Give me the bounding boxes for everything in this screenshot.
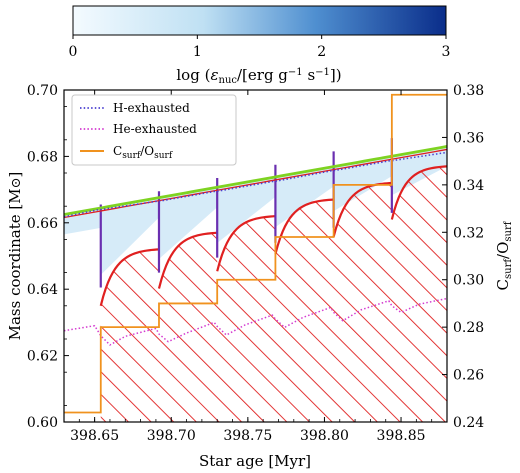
colorbar: 0 1 2 3 log (εnuc/[erg g−1 s−1]) bbox=[69, 5, 451, 86]
envelope-convective-edge bbox=[64, 148, 447, 219]
x-tick-label: 398.75 bbox=[223, 428, 272, 444]
legend-label-he-exhausted: He-exhausted bbox=[113, 122, 197, 136]
colorbar-ticks: 0 1 2 3 bbox=[69, 35, 451, 60]
x-tick-label: 398.80 bbox=[300, 428, 349, 444]
y-right-tick-label: 0.24 bbox=[453, 415, 484, 431]
convective-hatch-region bbox=[100, 166, 447, 422]
legend-label-h-exhausted: H-exhausted bbox=[113, 101, 190, 115]
y-axis-label: Mass coordinate [M⊙] bbox=[6, 172, 24, 341]
legend-label-c-o: Csurf/Osurf bbox=[113, 144, 173, 161]
y-tick-label: 0.66 bbox=[27, 216, 58, 232]
legend-box bbox=[71, 94, 237, 166]
y-right-tick-label: 0.38 bbox=[453, 83, 484, 99]
legend: H-exhausted He-exhausted Csurf/Osurf bbox=[71, 94, 237, 166]
convective-boundary-line bbox=[216, 215, 276, 272]
y-tick-label: 0.62 bbox=[27, 349, 58, 365]
y-tick-label: 0.60 bbox=[27, 415, 58, 431]
y-tick-label: 0.70 bbox=[27, 83, 58, 99]
y-right-axis-label: Csurf/Osurf bbox=[494, 220, 514, 290]
envelope-top bbox=[64, 145, 447, 219]
plot-content bbox=[64, 93, 447, 422]
y-right-tick-label: 0.30 bbox=[453, 273, 484, 289]
series-line-he-exhausted bbox=[64, 297, 447, 346]
colorbar-tick-label: 1 bbox=[193, 44, 202, 60]
convective-boundary-line bbox=[332, 181, 392, 238]
series-line-c-o bbox=[64, 93, 447, 414]
colorbar-gradient bbox=[72, 5, 447, 36]
convective-boundary-line bbox=[390, 165, 447, 220]
convective-boundary-line bbox=[157, 231, 218, 289]
convective-boundary-line bbox=[99, 248, 160, 307]
y-right-axis-ticks: 0.24 0.26 0.28 0.30 0.32 0.34 0.36 0.38 bbox=[442, 83, 484, 431]
convective-boundaries bbox=[99, 138, 447, 307]
y-tick-label: 0.68 bbox=[27, 149, 58, 165]
plot-frame bbox=[63, 89, 448, 423]
colorbar-tick-label: 3 bbox=[442, 44, 451, 60]
x-tick-label: 398.70 bbox=[147, 428, 196, 444]
y-right-tick-label: 0.32 bbox=[453, 225, 484, 241]
y-right-tick-label: 0.34 bbox=[453, 178, 484, 194]
y-axis-ticks: 0.60 0.62 0.64 0.66 0.68 0.70 bbox=[27, 83, 69, 431]
convective-boundary-line bbox=[274, 198, 334, 255]
y-tick-label: 0.64 bbox=[27, 282, 58, 298]
x-tick-label: 398.85 bbox=[377, 428, 426, 444]
y-right-tick-label: 0.26 bbox=[453, 368, 484, 384]
y-right-tick-label: 0.28 bbox=[453, 320, 484, 336]
colorbar-tick-label: 0 bbox=[69, 44, 78, 60]
series-lines bbox=[64, 93, 447, 414]
envelope-top-line bbox=[64, 145, 447, 216]
colorbar-tick-label: 2 bbox=[317, 44, 326, 60]
x-tick-label: 398.65 bbox=[70, 428, 119, 444]
colorbar-label: log (εnuc/[erg g−1 s−1]) bbox=[176, 66, 341, 86]
x-axis-ticks: 398.65 398.70 398.75 398.80 398.85 bbox=[70, 90, 433, 444]
y-right-tick-label: 0.36 bbox=[453, 130, 484, 146]
x-axis-label: Star age [Myr] bbox=[199, 452, 311, 470]
